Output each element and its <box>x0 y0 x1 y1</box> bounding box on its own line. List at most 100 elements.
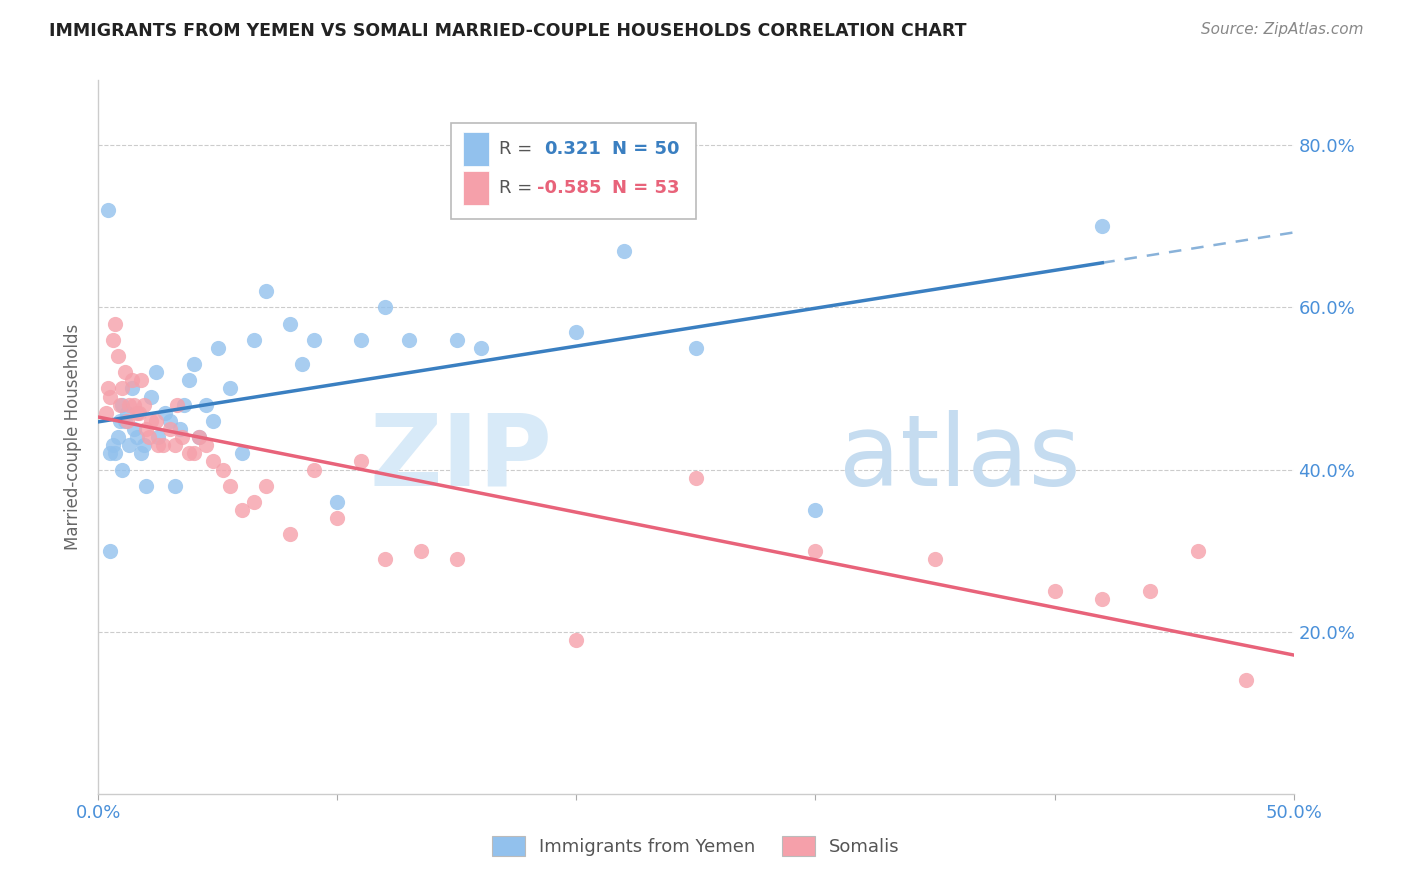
Point <box>148 438 170 452</box>
Point <box>565 325 588 339</box>
Point <box>169 422 191 436</box>
Point <box>326 511 349 525</box>
Y-axis label: Married-couple Households: Married-couple Households <box>65 324 83 550</box>
Point <box>374 301 396 315</box>
Point <box>187 430 209 444</box>
Point <box>118 398 141 412</box>
Point <box>111 462 134 476</box>
Text: 0.321: 0.321 <box>544 140 602 158</box>
Point <box>211 462 233 476</box>
Point <box>1043 584 1066 599</box>
Point <box>163 438 186 452</box>
Point <box>101 333 124 347</box>
Point <box>135 422 157 436</box>
Point <box>446 333 468 347</box>
Point <box>163 479 186 493</box>
Point <box>115 414 138 428</box>
Point <box>159 422 181 436</box>
Point <box>470 341 492 355</box>
Text: ZIP: ZIP <box>370 410 553 507</box>
Point <box>114 365 136 379</box>
Point <box>179 373 201 387</box>
Point <box>152 438 174 452</box>
Point <box>132 438 155 452</box>
Point <box>125 406 148 420</box>
Point <box>804 503 827 517</box>
Point <box>179 446 201 460</box>
Point <box>350 454 373 468</box>
Point <box>138 430 160 444</box>
Point <box>115 406 138 420</box>
Point <box>1091 592 1114 607</box>
Point <box>121 373 143 387</box>
Point <box>231 446 253 460</box>
Point <box>131 446 153 460</box>
Point <box>1139 584 1161 599</box>
Point <box>125 430 148 444</box>
Point <box>685 470 707 484</box>
Point <box>291 357 314 371</box>
Point <box>685 341 707 355</box>
Point <box>374 551 396 566</box>
Text: atlas: atlas <box>839 410 1081 507</box>
Point <box>350 333 373 347</box>
Point <box>202 454 225 468</box>
Point <box>183 357 205 371</box>
Point <box>101 438 124 452</box>
Point <box>411 543 433 558</box>
Point <box>187 430 209 444</box>
Point <box>166 398 188 412</box>
Point <box>135 479 157 493</box>
Point <box>195 398 218 412</box>
Point <box>107 349 129 363</box>
Point <box>124 398 146 412</box>
Text: R =: R = <box>499 140 537 158</box>
Point <box>302 462 325 476</box>
Point <box>183 446 205 460</box>
Point <box>278 527 301 541</box>
Point <box>97 202 120 217</box>
Point <box>219 479 242 493</box>
Point <box>326 495 349 509</box>
Point <box>1091 219 1114 234</box>
Point <box>202 414 225 428</box>
Text: Source: ZipAtlas.com: Source: ZipAtlas.com <box>1201 22 1364 37</box>
Point <box>104 317 127 331</box>
Point <box>139 390 162 404</box>
Point <box>565 632 588 647</box>
Point <box>159 414 181 428</box>
Legend: Immigrants from Yemen, Somalis: Immigrants from Yemen, Somalis <box>485 829 907 863</box>
Point <box>207 341 229 355</box>
Point <box>111 381 134 395</box>
Point <box>108 398 131 412</box>
Point <box>132 398 155 412</box>
Point <box>231 503 253 517</box>
Point <box>128 406 150 420</box>
Text: IMMIGRANTS FROM YEMEN VS SOMALI MARRIED-COUPLE HOUSEHOLDS CORRELATION CHART: IMMIGRANTS FROM YEMEN VS SOMALI MARRIED-… <box>49 22 967 40</box>
Point <box>98 446 122 460</box>
Point <box>219 381 242 395</box>
Point <box>243 495 266 509</box>
FancyBboxPatch shape <box>463 171 489 205</box>
Point <box>398 333 420 347</box>
Text: R =: R = <box>499 179 537 197</box>
Point <box>613 244 636 258</box>
Point <box>446 551 468 566</box>
Point <box>254 479 277 493</box>
Point <box>1187 543 1209 558</box>
Point <box>118 438 141 452</box>
Point <box>155 406 177 420</box>
Point <box>804 543 827 558</box>
Point <box>145 414 167 428</box>
Point <box>243 333 266 347</box>
Point <box>1234 673 1257 688</box>
FancyBboxPatch shape <box>463 132 489 166</box>
Point <box>131 373 153 387</box>
Point <box>98 543 122 558</box>
Point <box>195 438 218 452</box>
Point <box>148 430 170 444</box>
Point <box>139 414 162 428</box>
Point <box>302 333 325 347</box>
Point <box>124 422 146 436</box>
FancyBboxPatch shape <box>451 123 696 219</box>
